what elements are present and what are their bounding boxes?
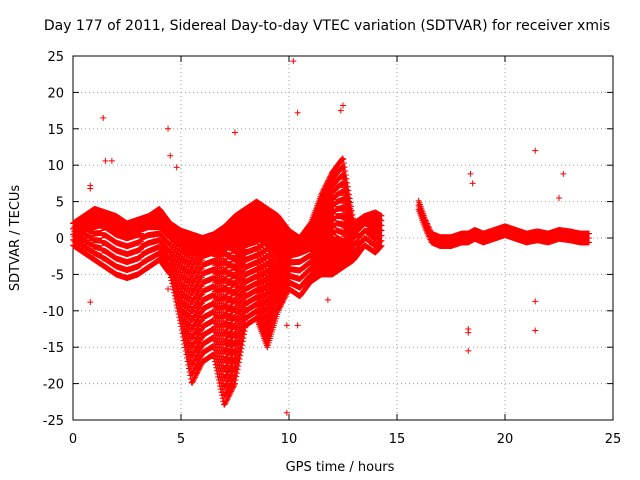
y-tick-label: 15 (47, 123, 64, 138)
y-tick-label: 0 (56, 232, 64, 247)
data-points (70, 58, 593, 416)
y-tick-label: -10 (43, 305, 64, 320)
x-tick-label: 10 (281, 432, 298, 447)
y-tick-label: -20 (43, 378, 64, 393)
x-tick-label: 25 (605, 432, 622, 447)
x-tick-label: 0 (69, 432, 77, 447)
y-tick-label: 5 (56, 196, 64, 211)
tick-labels: 0 5 10 15 20 25 -25 -20 -15 -10 -5 0 5 10 15 20 25 (43, 50, 622, 447)
y-tick-label: 10 (47, 159, 64, 174)
x-tick-label: 5 (177, 432, 185, 447)
x-tick-label: 20 (497, 432, 514, 447)
y-tick-label: 25 (47, 50, 64, 65)
x-tick-label: 15 (389, 432, 406, 447)
y-tick-label: -5 (51, 268, 64, 283)
grid (73, 56, 613, 420)
y-tick-label: -15 (43, 341, 64, 356)
y-tick-label: 20 (47, 86, 64, 101)
axis-ticks (72, 55, 614, 421)
y-tick-label: -25 (43, 414, 64, 429)
